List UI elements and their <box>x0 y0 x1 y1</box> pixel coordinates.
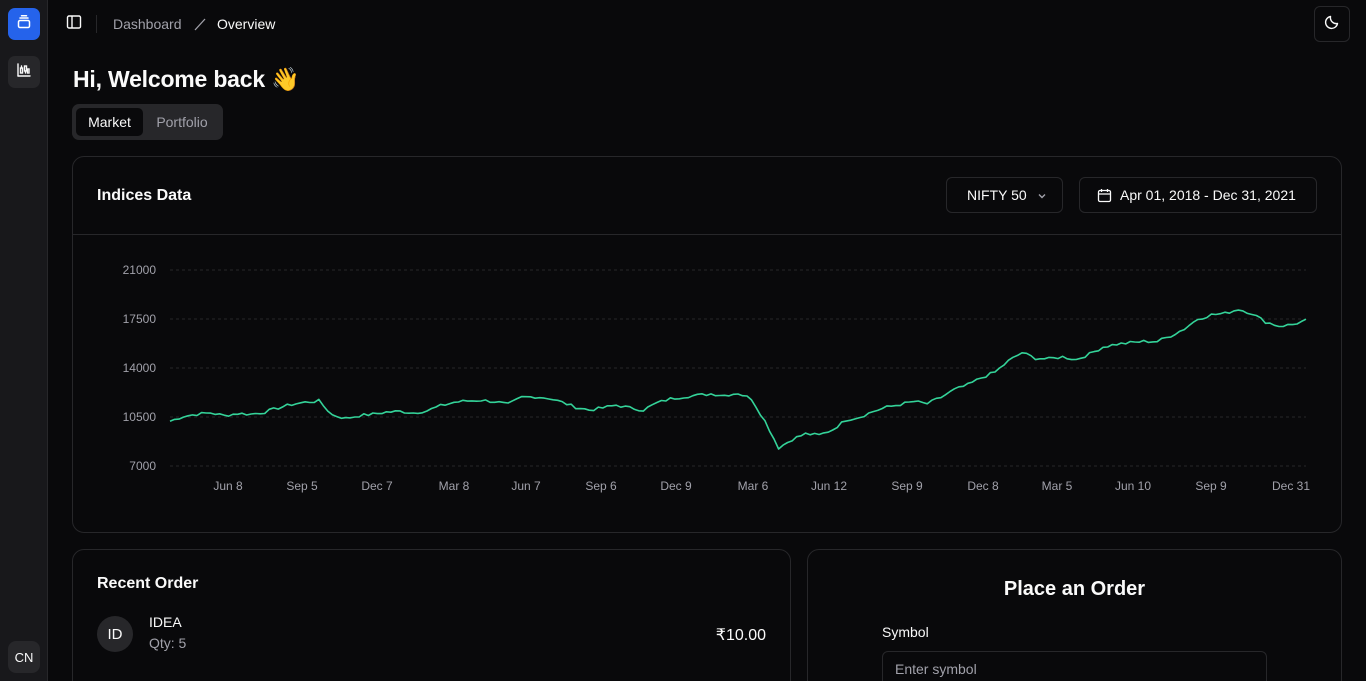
x-tick-label: Mar 6 <box>738 479 769 493</box>
indices-line-chart: 21000 17500 14000 10500 7000 Jun 8 Sep 5 Dec 7 M… <box>123 263 1311 493</box>
slash-icon <box>193 15 207 33</box>
recent-order-card: Recent Order ID IDEA Qty: 5 ₹10.00 <box>72 549 791 681</box>
y-tick-label: 10500 <box>123 410 157 424</box>
place-order-card: Place an Order Symbol <box>807 549 1342 681</box>
nifty-series-line <box>169 309 1307 450</box>
breadcrumb-overview: Overview <box>217 16 276 32</box>
x-tick-label: Jun 8 <box>213 479 243 493</box>
x-tick-label: Sep 6 <box>585 479 617 493</box>
x-tick-label: Jun 7 <box>511 479 541 493</box>
x-tick-label: Jun 12 <box>811 479 847 493</box>
order-amount: ₹10.00 <box>715 627 766 644</box>
app-rail: CN <box>0 0 48 681</box>
moon-icon <box>1324 14 1340 35</box>
order-qty: Qty: 5 <box>149 635 187 651</box>
divider <box>96 15 97 33</box>
x-tick-label: Sep 5 <box>286 479 318 493</box>
tab-portfolio[interactable]: Portfolio <box>156 114 208 130</box>
charts-nav-button[interactable] <box>8 56 40 88</box>
x-tick-label: Dec 31 <box>1272 479 1310 493</box>
view-tabs: Market Portfolio <box>72 104 223 140</box>
top-bar: Dashboard Overview <box>48 0 1366 48</box>
indices-card: Indices Data NIFTY 50 Apr 01, 2018 - Dec… <box>72 156 1342 533</box>
date-range-picker[interactable]: Apr 01, 2018 - Dec 31, 2021 <box>1079 177 1317 213</box>
user-avatar[interactable]: CN <box>8 641 40 673</box>
x-tick-label: Jun 10 <box>1115 479 1151 493</box>
x-tick-label: Mar 5 <box>1042 479 1073 493</box>
x-tick-label: Sep 9 <box>1195 479 1227 493</box>
x-tick-label: Mar 8 <box>439 479 470 493</box>
y-tick-label: 14000 <box>123 361 157 375</box>
calendar-icon <box>1097 188 1112 206</box>
panel-left-icon <box>66 14 82 35</box>
card-divider <box>73 234 1341 235</box>
symbol-label: Symbol <box>882 624 929 640</box>
logo-button[interactable] <box>8 8 40 40</box>
y-tick-label: 17500 <box>123 312 157 326</box>
symbol-input[interactable] <box>882 651 1267 681</box>
y-tick-label: 21000 <box>123 263 157 277</box>
sidebar-toggle-button[interactable] <box>64 14 84 34</box>
x-tick-label: Dec 9 <box>660 479 692 493</box>
page-title: Hi, Welcome back 👋 <box>73 66 300 92</box>
x-tick-label: Dec 8 <box>967 479 999 493</box>
recent-order-title: Recent Order <box>97 575 199 592</box>
indices-title: Indices Data <box>97 187 192 204</box>
breadcrumb-dashboard[interactable]: Dashboard <box>113 16 182 32</box>
tab-market[interactable]: Market <box>76 108 143 136</box>
theme-toggle-button[interactable] <box>1314 6 1350 42</box>
order-avatar: ID <box>97 616 133 652</box>
index-select-value: NIFTY 50 <box>967 187 1027 203</box>
x-tick-label: Dec 7 <box>361 479 393 493</box>
layers-icon <box>16 14 32 35</box>
index-select[interactable]: NIFTY 50 <box>946 177 1063 213</box>
x-tick-label: Sep 9 <box>891 479 923 493</box>
place-order-title: Place an Order <box>1003 578 1146 600</box>
order-symbol: IDEA <box>149 614 182 630</box>
candlestick-chart-icon <box>16 62 32 83</box>
y-tick-label: 7000 <box>129 459 156 473</box>
date-range-value: Apr 01, 2018 - Dec 31, 2021 <box>1120 187 1296 203</box>
chevron-down-icon <box>1036 189 1048 205</box>
